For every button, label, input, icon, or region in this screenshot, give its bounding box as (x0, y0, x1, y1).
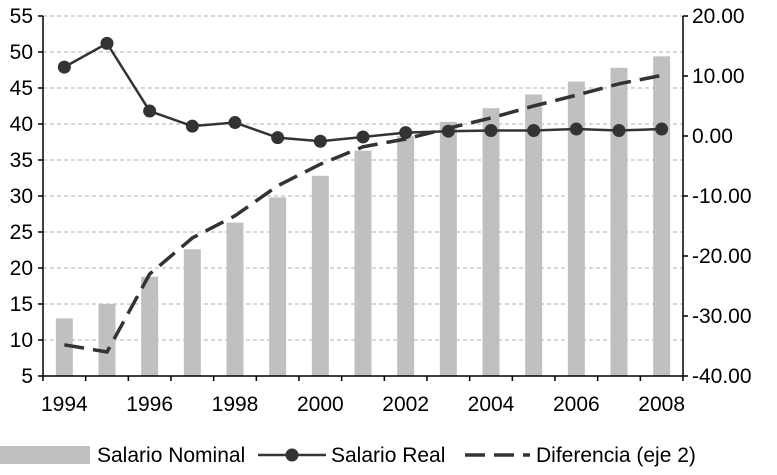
point-salario-real-2001 (356, 130, 370, 144)
left-tick-label: 15 (10, 293, 33, 316)
tick-labels: 5 10 15 20 25 30 35 40 45 50 55 -40.00 -30.00 -20.00 -… (10, 5, 752, 416)
left-tick-label: 5 (21, 365, 33, 388)
left-tick-label: 30 (10, 185, 33, 208)
point-salario-real-2000 (313, 134, 327, 148)
axes (38, 15, 688, 381)
point-salario-real-2002 (399, 126, 413, 140)
bars-salario-nominal (55, 56, 671, 377)
left-tick-label: 50 (10, 41, 33, 64)
bar-salario-nominal-2004 (482, 108, 500, 376)
right-tick-label: 20.00 (692, 5, 745, 28)
x-tick-label-1998: 1998 (212, 393, 259, 416)
point-salario-real-1998 (228, 116, 242, 130)
left-tick-label: 25 (10, 221, 33, 244)
legend-label-salario-real: Salario Real (331, 444, 445, 467)
bar-salario-nominal-1999 (269, 197, 287, 376)
left-tick-label: 10 (10, 329, 33, 352)
x-tick-label-1996: 1996 (126, 393, 173, 416)
right-tick-label: -10.00 (692, 185, 752, 208)
bar-salario-nominal-2007 (610, 67, 628, 376)
right-tick-label: -40.00 (692, 365, 752, 388)
bar-salario-nominal-2000 (311, 175, 329, 376)
point-salario-real-2003 (441, 124, 455, 138)
left-tick-label: 20 (10, 257, 33, 280)
point-salario-real-1997 (185, 119, 199, 133)
legend: Salario Nominal Salario Real Diferencia (e… (0, 444, 696, 467)
point-salario-real-2005 (527, 123, 541, 137)
legend-label-diferencia: Diferencia (eje 2) (536, 444, 696, 467)
bar-salario-nominal-2005 (525, 94, 543, 376)
bar-salario-nominal-1994 (55, 318, 73, 376)
bar-salario-nominal-1997 (183, 249, 201, 376)
x-tick-label-1994: 1994 (41, 393, 88, 416)
bar-salario-nominal-2003 (439, 121, 457, 376)
point-salario-real-2004 (484, 123, 498, 137)
left-tick-label: 35 (10, 149, 33, 172)
point-salario-real-2008 (655, 122, 669, 136)
bar-salario-nominal-2008 (653, 56, 671, 376)
legend-label-salario-nominal: Salario Nominal (97, 444, 245, 467)
x-tick-label-2006: 2006 (553, 393, 600, 416)
right-tick-label: -20.00 (692, 245, 752, 268)
right-tick-label: 10.00 (692, 65, 745, 88)
line-diferencia (64, 73, 663, 354)
x-tick-label-2000: 2000 (297, 393, 344, 416)
point-salario-real-1999 (271, 131, 285, 145)
bar-salario-nominal-1998 (226, 222, 244, 376)
series-salario-real (57, 36, 669, 148)
x-tick-label-2002: 2002 (382, 393, 429, 416)
legend-swatch-salario-nominal (0, 446, 90, 464)
point-salario-real-2006 (569, 122, 583, 136)
left-tick-label: 40 (10, 113, 33, 136)
bar-salario-nominal-2006 (567, 81, 585, 377)
left-tick-label: 45 (10, 77, 33, 100)
bar-salario-nominal-2001 (354, 150, 372, 376)
bar-salario-nominal-1995 (98, 304, 116, 376)
x-tick-label-2008: 2008 (638, 393, 685, 416)
right-tick-label: -30.00 (692, 305, 752, 328)
bar-salario-nominal-2002 (397, 136, 415, 376)
series-diferencia (64, 73, 663, 354)
left-tick-label: 55 (10, 5, 33, 28)
bar-salario-nominal-1996 (141, 276, 159, 376)
point-salario-real-1994 (57, 60, 71, 74)
legend-marker-salario-real (285, 448, 299, 462)
x-tick-label-2004: 2004 (468, 393, 515, 416)
right-tick-label: 0.00 (692, 125, 733, 148)
point-salario-real-1995 (100, 36, 114, 50)
point-salario-real-1996 (143, 104, 157, 118)
point-salario-real-2007 (612, 123, 626, 137)
